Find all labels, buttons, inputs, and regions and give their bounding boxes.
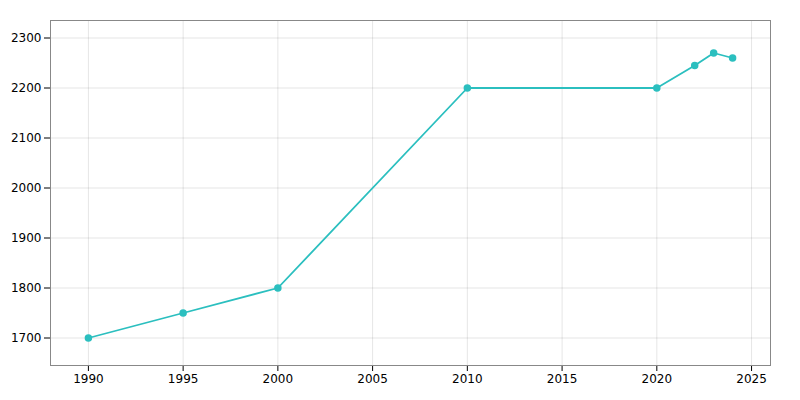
svg-text:1800: 1800 bbox=[11, 281, 42, 295]
svg-text:2100: 2100 bbox=[11, 131, 42, 145]
svg-text:1995: 1995 bbox=[168, 372, 199, 386]
svg-text:2000: 2000 bbox=[263, 372, 294, 386]
svg-text:1990: 1990 bbox=[73, 372, 104, 386]
svg-text:2025: 2025 bbox=[736, 372, 767, 386]
svg-text:2015: 2015 bbox=[547, 372, 578, 386]
svg-text:1700: 1700 bbox=[11, 331, 42, 345]
svg-text:1900: 1900 bbox=[11, 231, 42, 245]
svg-text:2000: 2000 bbox=[11, 181, 42, 195]
svg-text:2300: 2300 bbox=[11, 31, 42, 45]
svg-text:2010: 2010 bbox=[452, 372, 483, 386]
svg-text:2020: 2020 bbox=[642, 372, 673, 386]
svg-text:2005: 2005 bbox=[357, 372, 388, 386]
svg-text:2200: 2200 bbox=[11, 81, 42, 95]
